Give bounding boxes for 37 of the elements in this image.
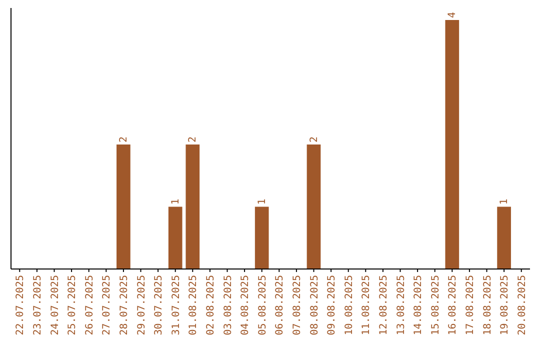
x-tick-label: 24.07.2025 <box>50 275 61 336</box>
x-tick-label: 18.08.2025 <box>482 275 494 336</box>
x-tick-label: 03.08.2025 <box>222 275 234 336</box>
x-tick-label: 01.08.2025 <box>188 275 200 336</box>
x-tick-label: 23.07.2025 <box>32 275 44 336</box>
x-tick-label: 28.07.2025 <box>118 275 130 336</box>
data-label: 1 <box>499 198 510 205</box>
x-tick-label: 04.08.2025 <box>240 275 252 336</box>
x-tick-label: 07.08.2025 <box>292 275 303 336</box>
x-tick-label: 10.08.2025 <box>344 275 355 336</box>
x-tick-label: 02.08.2025 <box>205 275 216 336</box>
data-label: 1 <box>256 198 268 205</box>
data-label: 1 <box>170 198 182 205</box>
x-tick-label: 11.08.2025 <box>361 275 372 336</box>
x-tick-label: 19.08.2025 <box>500 275 511 336</box>
x-tick-label: 06.08.2025 <box>274 275 286 336</box>
x-tick-label: 27.07.2025 <box>102 275 113 336</box>
data-label: 2 <box>188 136 199 142</box>
x-tick-label: 08.08.2025 <box>309 275 320 336</box>
x-tick-label: 13.08.2025 <box>396 275 407 336</box>
data-label: 2 <box>118 136 130 142</box>
x-tick-label: 05.08.2025 <box>257 275 268 336</box>
x-tick-label: 29.07.2025 <box>136 275 148 336</box>
x-tick-label: 14.08.2025 <box>413 275 424 336</box>
x-tick-label: 16.08.2025 <box>448 275 459 336</box>
x-tick-label: 25.07.2025 <box>67 275 78 336</box>
x-tick-label: 22.07.2025 <box>15 275 26 336</box>
x-tick-label: 12.08.2025 <box>378 275 390 336</box>
x-tick-label: 30.07.2025 <box>154 275 165 336</box>
x-tick-label: 17.08.2025 <box>464 275 476 336</box>
x-tick-label: 15.08.2025 <box>430 275 442 336</box>
x-tick-label: 09.08.2025 <box>326 275 338 336</box>
data-label: 2 <box>308 136 320 142</box>
x-tick-label: 20.08.2025 <box>516 275 528 336</box>
x-tick-label: 26.07.2025 <box>84 275 96 336</box>
data-label: 4 <box>447 12 458 18</box>
x-tick-label: 31.07.2025 <box>170 275 182 336</box>
